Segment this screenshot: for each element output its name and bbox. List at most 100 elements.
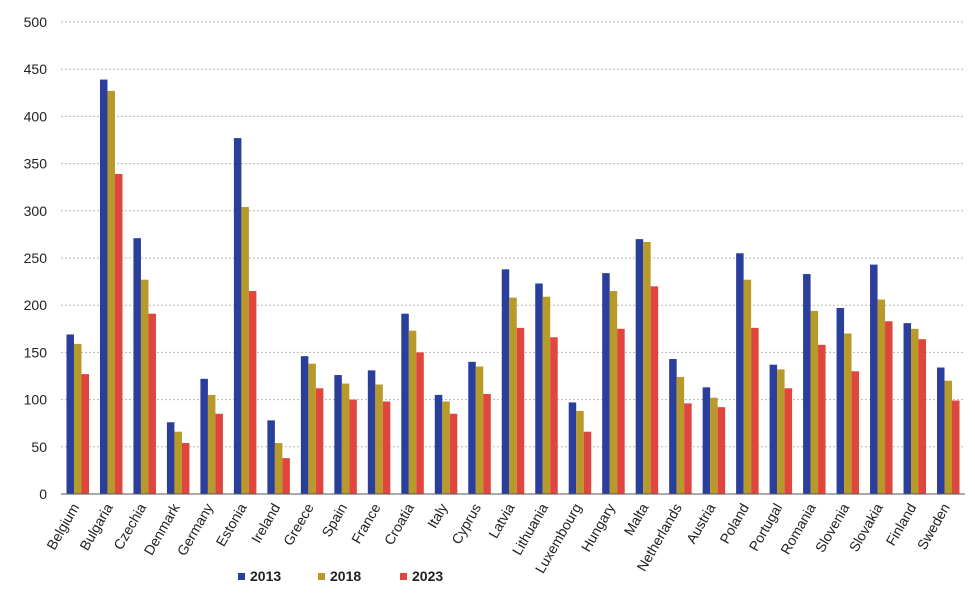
bar-2018-czechia [140,279,149,494]
bar-2023-bulgaria [114,173,123,494]
y-tick-label: 500 [24,14,48,30]
bar-2018-luxembourg [576,410,584,494]
legend-swatch-2023 [400,573,407,580]
bar-2013-netherlands [669,359,677,494]
bar-2023-ireland [282,458,290,494]
bar-2013-greece [300,356,309,494]
bar-2013-germany [200,378,208,494]
bar-2013-lithuania [535,283,543,494]
bar-2023-austria [717,407,726,494]
bar-2018-slovakia [877,299,886,494]
bar-2013-denmark [166,422,175,494]
bar-2023-malta [650,286,659,494]
bar-2013-cyprus [468,361,476,494]
legend-swatch-2013 [238,573,245,580]
bar-2018-greece [308,363,316,494]
bar-2018-belgium [73,343,82,494]
y-tick-label: 50 [31,439,47,455]
bar-2023-spain [349,399,357,494]
bar-2018-estonia [241,207,249,495]
x-tick-label: Ireland [248,501,283,546]
bar-2023-estonia [248,291,257,494]
bar-2013-hungary [602,273,610,494]
x-tick-label: Spain [318,501,350,540]
y-tick-label: 300 [24,203,48,219]
y-tick-label: 450 [24,61,48,77]
bar-2023-slovenia [851,371,860,494]
bar-2013-italy [434,394,443,494]
bar-2013-latvia [501,269,510,494]
y-tick-label: 0 [39,486,47,502]
legend-label-2013: 2013 [250,568,281,584]
bar-2023-lithuania [550,337,558,494]
bar-2023-romania [818,344,826,494]
legend: 2013 2018 2023 [238,568,443,584]
bar-2023-denmark [181,443,190,494]
bar-2018-portugal [777,369,785,494]
legend-swatch-2018 [318,573,325,580]
bar-2023-france [382,401,391,494]
bar-2013-slovakia [870,264,878,494]
y-tick-label: 100 [24,392,48,408]
x-tick-label: Austria [683,500,719,546]
bar-2013-croatia [401,313,409,494]
bar-2023-finland [918,339,927,494]
bar-2018-slovenia [844,333,852,494]
bar-2018-malta [643,241,651,494]
bar-2013-czechia [133,238,141,494]
legend-label-2018: 2018 [330,568,361,584]
x-tick-label: Latvia [485,500,518,541]
bar-2018-france [375,384,383,494]
bar-2023-belgium [81,374,89,494]
bar-2013-austria [702,387,711,494]
x-tick-label: France [348,500,384,546]
bar-2018-sweden [944,380,953,494]
bar-2023-italy [449,413,458,494]
legend-label-2023: 2023 [412,568,443,584]
bar-2023-czechia [148,313,156,494]
bar-2023-hungary [617,328,625,494]
bar-2023-poland [751,327,759,494]
y-tick-label: 250 [24,250,48,266]
bar-2018-bulgaria [107,90,115,495]
bar-2023-germany [215,413,223,494]
x-tick-label: Finland [883,501,920,549]
x-tick-label: Greece [280,500,317,548]
bar-2013-bulgaria [99,79,108,495]
bar-2013-spain [334,375,342,494]
bar-2018-spain [341,383,350,494]
bar-2018-italy [442,401,450,494]
bar-2018-cyprus [475,366,484,494]
bar-2018-finland [911,328,919,494]
bar-2013-estonia [233,138,242,494]
bar-2023-latvia [516,327,525,494]
bar-2013-sweden [937,367,945,494]
bar-2023-portugal [784,388,793,494]
bar-2023-sweden [952,400,960,494]
bar-2018-lithuania [542,296,551,494]
bar-2018-croatia [408,330,417,494]
bar-2018-romania [810,310,819,494]
bar-2018-netherlands [676,376,685,494]
x-tick-label: Malta [621,500,652,538]
bar-2018-denmark [174,431,182,494]
y-tick-label: 200 [24,297,48,313]
bar-2013-finland [903,323,912,494]
y-tick-label: 400 [24,108,48,124]
bar-2023-croatia [416,352,424,494]
bars [66,79,960,495]
bar-2023-luxembourg [583,431,592,494]
x-tick-label: Italy [424,501,451,531]
bar-2013-romania [803,274,811,494]
bar-2018-poland [743,279,752,494]
y-tick-label: 350 [24,156,48,172]
y-axis-tick-labels: 0 50 100 150 200 250 300 350 400 450 500 [24,14,48,502]
bar-2013-portugal [769,364,778,494]
bar-2013-france [367,370,376,494]
bar-2013-slovenia [836,308,845,494]
bar-2023-greece [315,388,324,494]
x-tick-label: Croatia [381,500,418,547]
bar-2013-belgium [66,334,74,494]
bar-2013-poland [736,253,744,494]
